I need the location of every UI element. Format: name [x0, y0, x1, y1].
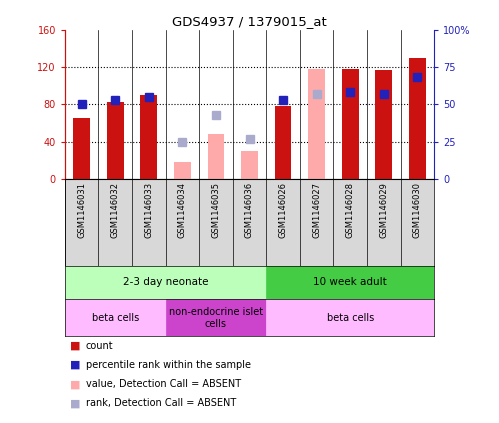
Bar — [73, 118, 90, 179]
Text: ■: ■ — [70, 398, 80, 408]
Bar — [266, 299, 434, 336]
Text: GSM1146029: GSM1146029 — [379, 182, 388, 238]
Bar — [140, 95, 157, 179]
Text: GSM1146035: GSM1146035 — [212, 182, 221, 238]
Bar — [274, 106, 291, 179]
Bar — [65, 266, 266, 299]
Bar — [65, 299, 166, 336]
Text: count: count — [86, 341, 113, 351]
Text: GSM1146033: GSM1146033 — [144, 182, 153, 238]
Bar — [174, 162, 191, 179]
Text: GSM1146032: GSM1146032 — [111, 182, 120, 238]
Text: 2-3 day neonate: 2-3 day neonate — [123, 277, 208, 287]
Text: ■: ■ — [70, 360, 80, 370]
Bar — [409, 58, 426, 179]
Text: GSM1146028: GSM1146028 — [346, 182, 355, 238]
Text: ■: ■ — [70, 379, 80, 389]
Bar — [208, 134, 225, 179]
Text: GSM1146036: GSM1146036 — [245, 182, 254, 238]
Text: GSM1146031: GSM1146031 — [77, 182, 86, 238]
Bar — [308, 69, 325, 179]
Text: rank, Detection Call = ABSENT: rank, Detection Call = ABSENT — [86, 398, 236, 408]
Bar — [166, 299, 266, 336]
Text: 10 week adult: 10 week adult — [313, 277, 387, 287]
Text: value, Detection Call = ABSENT: value, Detection Call = ABSENT — [86, 379, 241, 389]
Bar — [342, 69, 359, 179]
Title: GDS4937 / 1379015_at: GDS4937 / 1379015_at — [172, 16, 327, 28]
Text: beta cells: beta cells — [92, 313, 139, 323]
Bar — [375, 70, 392, 179]
Text: GSM1146030: GSM1146030 — [413, 182, 422, 238]
Text: GSM1146027: GSM1146027 — [312, 182, 321, 238]
Bar — [107, 102, 124, 179]
Text: percentile rank within the sample: percentile rank within the sample — [86, 360, 251, 370]
Text: GSM1146026: GSM1146026 — [278, 182, 287, 238]
Bar — [241, 151, 258, 179]
Text: GSM1146034: GSM1146034 — [178, 182, 187, 238]
Bar — [266, 266, 434, 299]
Text: ■: ■ — [70, 341, 80, 351]
Text: non-endocrine islet
cells: non-endocrine islet cells — [169, 307, 263, 329]
Text: beta cells: beta cells — [326, 313, 374, 323]
